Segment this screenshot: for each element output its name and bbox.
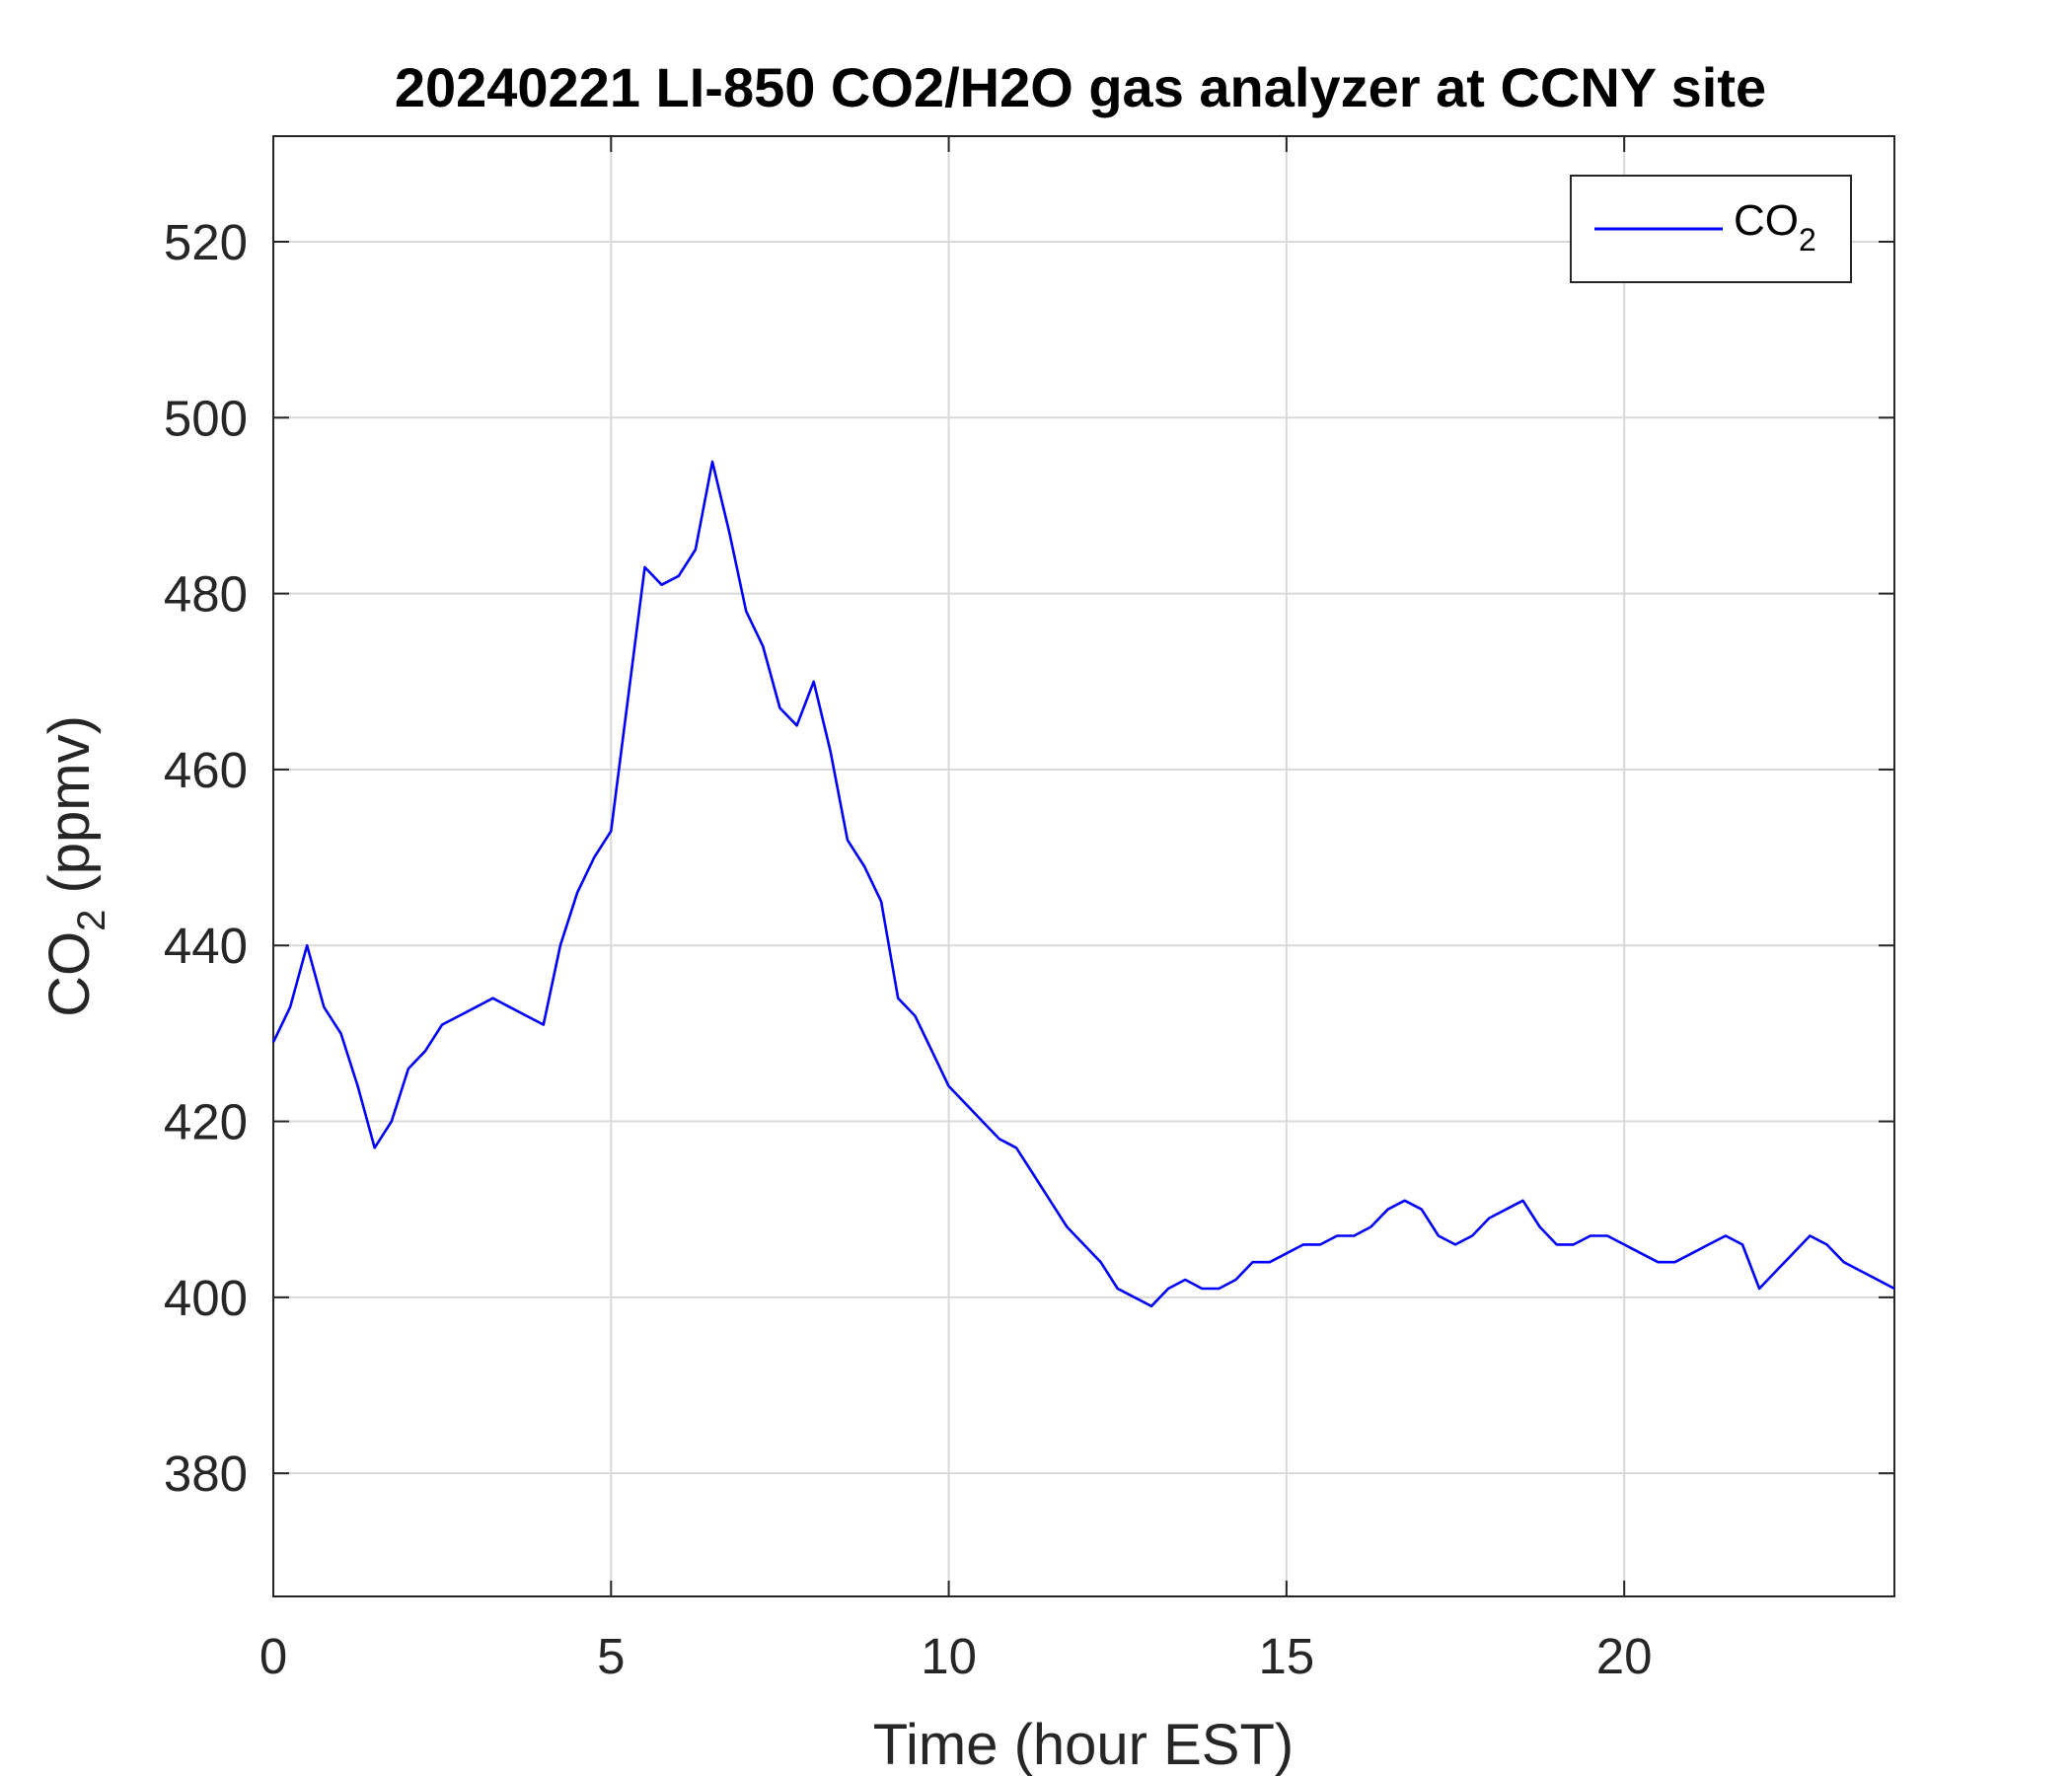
x-tick-label: 10 — [921, 1628, 977, 1684]
y-axis-label-rest: (ppmv) — [37, 715, 102, 910]
y-tick-labels: 380 400 420 440 460 480 500 520 — [164, 214, 248, 1502]
plot-area-border — [272, 135, 1895, 1597]
x-tick-label: 15 — [1259, 1628, 1315, 1684]
y-axis-label-subscript: 2 — [70, 910, 113, 931]
x-tick-label: 5 — [597, 1628, 625, 1684]
y-tick-label: 460 — [164, 742, 248, 798]
legend-label-base: CO — [1734, 196, 1799, 245]
legend-label-subscript: 2 — [1799, 222, 1816, 258]
y-tick-label: 520 — [164, 214, 248, 270]
y-tick-label: 480 — [164, 566, 248, 623]
x-tick-labels: 0 5 10 15 20 — [259, 1628, 1653, 1684]
axis-ticks — [272, 136, 1894, 1596]
legend: CO2 — [1570, 175, 1852, 283]
x-tick-label: 20 — [1596, 1628, 1653, 1684]
y-tick-label: 420 — [164, 1094, 248, 1150]
y-axis-label-base: CO — [37, 931, 102, 1017]
x-tick-label: 0 — [259, 1628, 287, 1684]
x-axis-label: Time (hour EST) — [873, 1713, 1294, 1776]
co2-series-line — [271, 460, 1895, 1308]
chart-title: 20240221 LI-850 CO2/H2O gas analyzer at … — [395, 56, 1766, 118]
y-tick-label: 440 — [164, 918, 248, 974]
y-axis-label: CO2 (ppmv) — [37, 715, 113, 1017]
legend-label: CO2 — [1734, 196, 1816, 258]
y-tick-label: 400 — [164, 1270, 248, 1326]
grid-lines — [272, 136, 1894, 1596]
y-tick-label: 380 — [164, 1445, 248, 1502]
y-tick-label: 500 — [164, 390, 248, 446]
